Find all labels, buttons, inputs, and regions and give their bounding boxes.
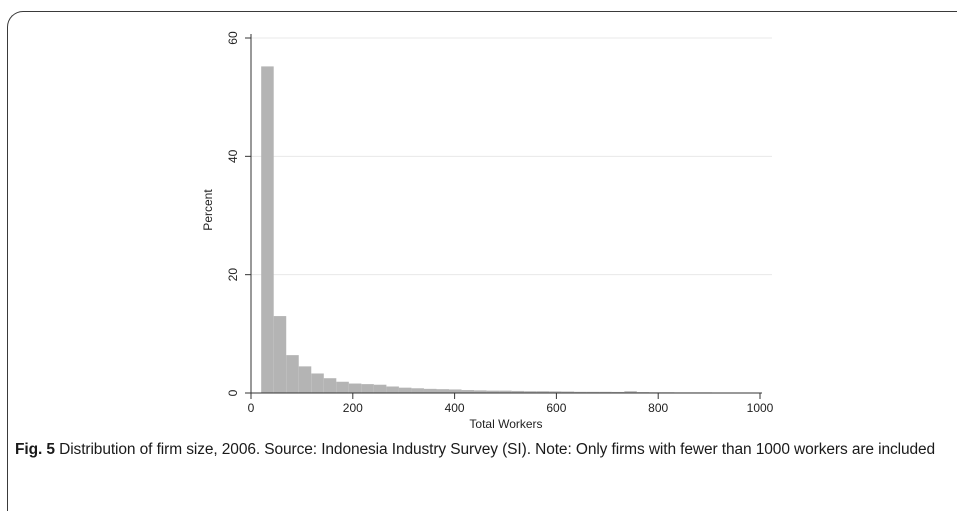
- histogram-bar: [349, 384, 362, 393]
- histogram-bar: [449, 389, 462, 393]
- histogram-bar: [436, 389, 449, 393]
- y-axis-label: Percent: [201, 189, 215, 231]
- histogram-bar: [311, 373, 324, 393]
- caption-label: Fig. 5: [15, 441, 55, 458]
- x-axis-label: Total Workers: [469, 417, 542, 431]
- histogram-bar: [374, 385, 387, 393]
- axes: [251, 34, 762, 393]
- histogram-bar: [399, 388, 412, 393]
- y-tick-label: 20: [226, 268, 240, 282]
- x-tick-label: 600: [546, 401, 566, 415]
- histogram-chart: 0 20 40 60 0 200 400 600 800 1000 Percent Total …: [0, 0, 957, 440]
- x-tick-label: 0: [248, 401, 255, 415]
- x-tick-label: 200: [343, 401, 363, 415]
- histogram-bar: [336, 382, 349, 393]
- histogram-bar: [424, 389, 437, 393]
- histogram-bar: [274, 316, 287, 393]
- y-axis-ticks: 0 20 40 60: [226, 31, 251, 396]
- x-axis-ticks: 0 200 400 600 800 1000: [248, 393, 774, 415]
- y-tick-label: 40: [226, 149, 240, 163]
- figure-caption: Fig. 5 Distribution of firm size, 2006. …: [15, 439, 955, 461]
- histogram-bar: [261, 66, 274, 393]
- histogram-bar: [386, 386, 399, 393]
- histogram-bar: [411, 388, 424, 393]
- caption-text: Distribution of firm size, 2006. Source:…: [59, 441, 935, 458]
- x-tick-label: 400: [445, 401, 465, 415]
- histogram-bar: [324, 378, 337, 393]
- histogram-bars: [261, 66, 762, 393]
- histogram-bar: [299, 366, 312, 393]
- x-tick-label: 1000: [747, 401, 774, 415]
- x-tick-label: 800: [648, 401, 668, 415]
- y-tick-label: 0: [226, 389, 240, 396]
- histogram-bar: [286, 355, 299, 393]
- histogram-bar: [361, 384, 374, 393]
- y-tick-label: 60: [226, 31, 240, 45]
- gridlines: [251, 38, 772, 275]
